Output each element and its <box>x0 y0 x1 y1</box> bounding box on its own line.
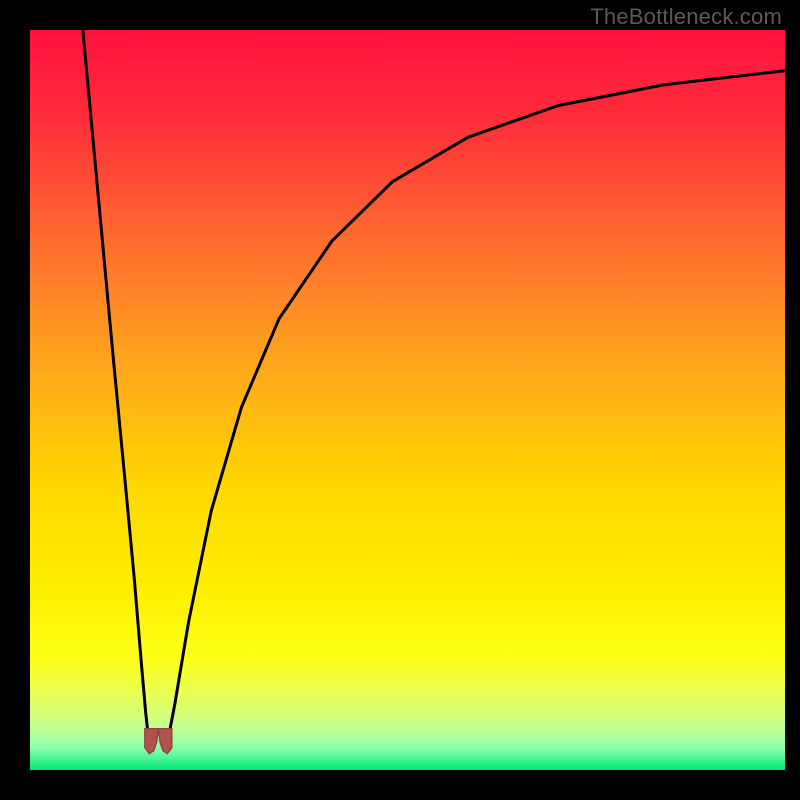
chart-frame: TheBottleneck.com <box>0 0 800 800</box>
bottleneck-chart <box>30 30 785 770</box>
gradient-background <box>30 30 785 770</box>
watermark-text: TheBottleneck.com <box>590 4 782 30</box>
